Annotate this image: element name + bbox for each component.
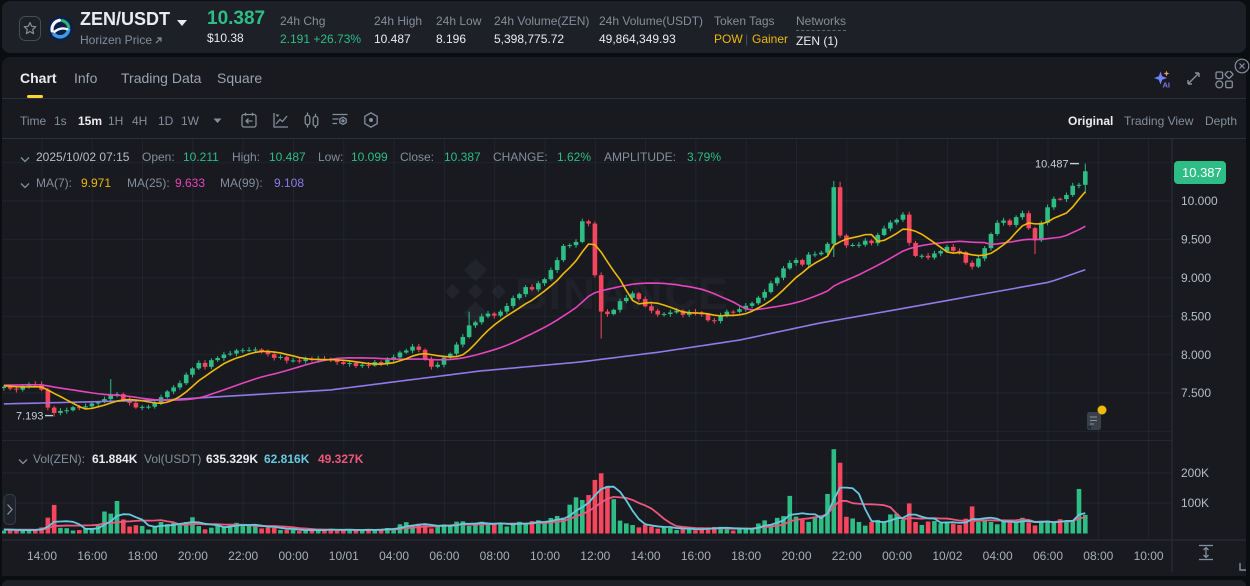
svg-text:14:00: 14:00 [631, 549, 661, 563]
svg-text:22:00: 22:00 [228, 549, 258, 563]
svg-text:12:00: 12:00 [580, 549, 610, 563]
svg-text:10.487: 10.487 [1035, 159, 1069, 171]
svg-text:08:00: 08:00 [1083, 549, 1113, 563]
svg-text:10.000: 10.000 [1181, 194, 1218, 208]
svg-text:04:00: 04:00 [983, 549, 1013, 563]
svg-text:100K: 100K [1181, 496, 1209, 510]
svg-text:8.000: 8.000 [1181, 348, 1211, 362]
svg-text:200K: 200K [1181, 466, 1209, 480]
svg-text:16:00: 16:00 [681, 549, 711, 563]
svg-text:22:00: 22:00 [832, 549, 862, 563]
svg-text:7.500: 7.500 [1181, 386, 1211, 400]
svg-text:10:00: 10:00 [1134, 549, 1164, 563]
svg-text:04:00: 04:00 [379, 549, 409, 563]
svg-text:20:00: 20:00 [178, 549, 208, 563]
svg-text:AI: AI [1163, 81, 1171, 90]
svg-text:16:00: 16:00 [77, 549, 107, 563]
svg-text:08:00: 08:00 [480, 549, 510, 563]
svg-text:10/01: 10/01 [329, 549, 359, 563]
svg-text:8.500: 8.500 [1181, 309, 1211, 323]
svg-text:9.000: 9.000 [1181, 271, 1211, 285]
svg-text:00:00: 00:00 [882, 549, 912, 563]
svg-text:10/02: 10/02 [932, 549, 962, 563]
svg-text:9.500: 9.500 [1181, 233, 1211, 247]
svg-text:BINANCE: BINANCE [515, 270, 729, 319]
svg-text:7.193: 7.193 [16, 411, 44, 423]
svg-text:20:00: 20:00 [781, 549, 811, 563]
svg-text:00:00: 00:00 [278, 549, 308, 563]
svg-text:10.387: 10.387 [1182, 165, 1222, 180]
svg-text:18:00: 18:00 [128, 549, 158, 563]
svg-text:06:00: 06:00 [1033, 549, 1063, 563]
svg-text:10:00: 10:00 [530, 549, 560, 563]
svg-text:14:00: 14:00 [27, 549, 57, 563]
svg-text:06:00: 06:00 [429, 549, 459, 563]
svg-text:18:00: 18:00 [731, 549, 761, 563]
